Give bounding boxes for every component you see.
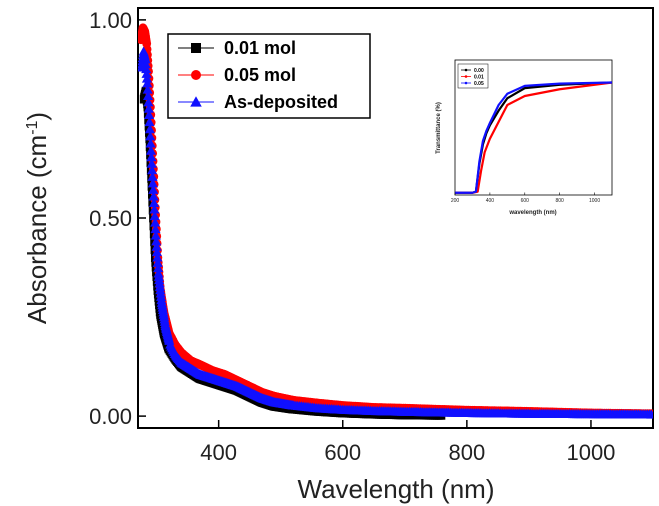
data-point (150, 224, 161, 234)
data-point (148, 184, 159, 194)
data-point (152, 257, 163, 267)
inset-legend-label: 0.01 (474, 74, 484, 80)
x-tick-label: 600 (324, 440, 361, 465)
data-point (150, 230, 161, 240)
legend-label-0-05-mol: 0.05 mol (224, 65, 296, 85)
inset-x-tick-label: 200 (451, 198, 460, 204)
data-point (147, 178, 158, 188)
data-point (143, 97, 154, 107)
data-point (140, 54, 151, 64)
x-axis-title: Wavelength (nm) (298, 474, 495, 504)
data-point (151, 236, 162, 246)
data-point (144, 124, 155, 134)
y-tick-label: 0.00 (89, 404, 132, 429)
inset-x-tick-label: 400 (486, 198, 495, 204)
data-point (141, 68, 152, 78)
data-point (147, 171, 158, 181)
data-point (145, 145, 157, 155)
inset-legend-marker (464, 75, 468, 78)
data-point (143, 103, 154, 113)
x-tick-label: 400 (200, 440, 237, 465)
data-point (150, 217, 161, 227)
data-point (140, 59, 151, 69)
data-point (142, 78, 153, 88)
x-tick-label: 800 (448, 440, 485, 465)
legend-label-as-deposited: As-deposited (224, 92, 338, 112)
data-point (144, 117, 155, 127)
data-point (646, 409, 653, 419)
inset-series-0-05 (455, 81, 613, 194)
data-point (147, 165, 158, 175)
y-tick-label: 0.50 (89, 206, 132, 231)
data-point (142, 90, 154, 101)
data-point (153, 263, 164, 273)
legend-marker (190, 96, 202, 107)
inset-legend-marker (464, 68, 468, 72)
inset-x-tick-label: 800 (555, 198, 564, 204)
data-point (146, 158, 157, 168)
data-point (141, 63, 152, 74)
data-point (148, 191, 159, 201)
inset-x-tick-label: 1000 (589, 198, 600, 204)
data-point (149, 204, 160, 214)
y-axis-title-superscript: -1 (24, 120, 41, 134)
legend-label-0-01-mol: 0.01 mol (224, 38, 296, 58)
inset-legend-label: 0.00 (474, 68, 484, 74)
inset-legend-box (457, 63, 489, 89)
y-tick-label: 1.00 (89, 8, 132, 33)
data-point (148, 197, 160, 207)
inset-legend-marker (464, 81, 468, 85)
inset-chart: 200 400 600 800 1000 0.000.010.05 Transmitta… (436, 59, 613, 216)
main-legend: 0.01 mol 0.05 mol As-deposited (167, 33, 371, 119)
y-axis-title: Absorbance (cm-1) (22, 112, 52, 324)
data-point (145, 138, 156, 148)
inset-x-tick-label: 600 (521, 198, 530, 204)
inset-legend-label: 0.05 (474, 81, 484, 87)
x-tick-label: 1000 (566, 440, 615, 465)
inset-x-axis-title: wavelength (nm) (508, 210, 556, 216)
data-point (152, 252, 163, 262)
inset-y-axis-title: Transmittance (%) (436, 102, 442, 154)
data-point (151, 241, 162, 251)
data-point (144, 109, 155, 120)
inset-axis-ticks: 200 400 600 800 1000 (451, 192, 600, 204)
legend-marker (191, 70, 201, 80)
inset-legend: 0.000.010.05 (457, 63, 489, 89)
data-point (145, 131, 156, 141)
data-point (146, 152, 157, 162)
main-axis-ticks: 400 600 800 1000 0.00 0.50 1.00 (89, 8, 615, 465)
main-plot-area (138, 23, 653, 420)
legend-marker (191, 43, 201, 53)
inset-plot-area (455, 81, 613, 194)
data-point (142, 84, 153, 94)
data-point (141, 73, 152, 83)
data-point (149, 210, 160, 221)
data-point (151, 247, 163, 257)
series-as-deposited (138, 46, 653, 419)
